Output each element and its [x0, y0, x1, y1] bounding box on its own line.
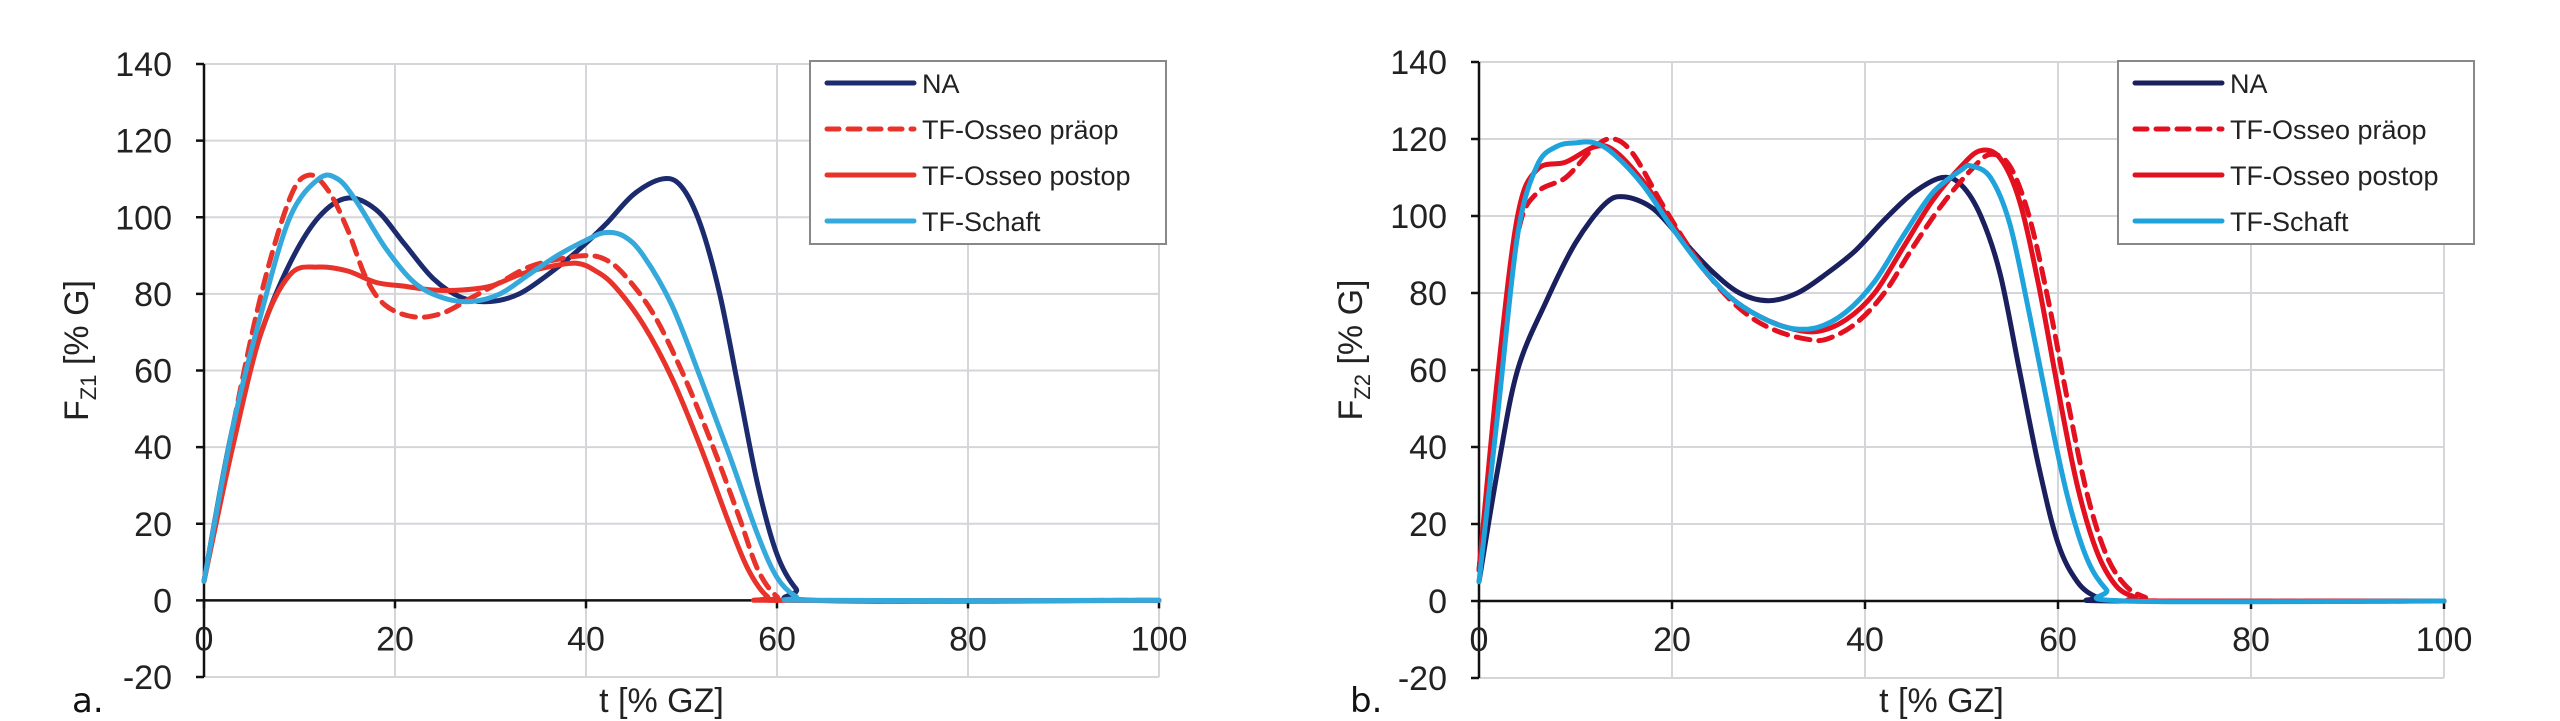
legend-box	[809, 60, 1167, 245]
x-tick-label: 20	[376, 620, 414, 658]
x-axis-label: t [% GZ]	[599, 682, 724, 720]
legend-label: TF-Osseo präop	[922, 115, 1119, 145]
y-tick-label: 60	[134, 353, 172, 391]
x-tick-label: 60	[2039, 621, 2077, 659]
legend-label: NA	[922, 69, 960, 99]
y-tick-label: 100	[1390, 198, 1447, 236]
x-tick-label: 100	[1131, 620, 1188, 658]
y-tick-label: 40	[1409, 429, 1447, 467]
y-tick-label: 120	[115, 123, 172, 161]
y-tick-label: -20	[123, 659, 172, 697]
y-tick-label: 100	[115, 199, 172, 237]
legend: NA TF-Osseo präop TF-Osseo postop TF-Schaft	[809, 60, 1167, 245]
y-label-subscript: Z1	[76, 375, 101, 401]
panel-label: a.	[72, 681, 104, 721]
y-tick-label: 0	[1428, 583, 1447, 621]
x-tick-label: 0	[1470, 621, 1489, 659]
series-line-tf-schaft	[201, 172, 1162, 604]
y-tick-label: 120	[1390, 121, 1447, 159]
y-label-unit: [% G]	[1332, 280, 1370, 374]
y-label-subscript: Z2	[1350, 374, 1375, 400]
y-label-main: F	[1332, 400, 1370, 421]
series-line-na	[201, 176, 1162, 604]
legend-label: TF-Osseo postop	[2230, 161, 2439, 191]
y-axis-label: FZ1 [% G]	[58, 280, 101, 421]
legend-label: NA	[2230, 69, 2268, 99]
legend-label: TF-Schaft	[922, 207, 1041, 237]
series-line-tf-osseo-postop	[201, 260, 1162, 604]
y-tick-label: -20	[1398, 660, 1447, 698]
x-tick-label: 80	[949, 620, 987, 658]
y-axis-label: FZ2 [% G]	[1332, 280, 1375, 421]
y-label-unit: [% G]	[58, 280, 96, 374]
series-line-tf-schaft	[1476, 139, 2447, 605]
y-tick-label: 140	[115, 46, 172, 84]
y-tick-label: 80	[1409, 275, 1447, 313]
legend-label: TF-Osseo postop	[922, 161, 1131, 191]
y-tick-label: 60	[1409, 352, 1447, 390]
panel-label: b.	[1350, 681, 1382, 721]
series-line-tf-osseo-pr-op	[1476, 136, 2447, 604]
y-tick-label: 20	[1409, 506, 1447, 544]
series-line-tf-osseo-pr-op	[201, 172, 1162, 604]
x-tick-label: 80	[2232, 621, 2270, 659]
x-tick-label: 40	[567, 620, 605, 658]
legend-label: TF-Osseo präop	[2230, 115, 2427, 145]
y-tick-label: 80	[134, 276, 172, 314]
y-tick-label: 20	[134, 506, 172, 544]
y-tick-label: 40	[134, 429, 172, 467]
legend-box	[2117, 60, 2475, 245]
x-tick-label: 0	[195, 620, 214, 658]
legend: NA TF-Osseo präop TF-Osseo postop TF-Schaft	[2117, 60, 2475, 245]
x-tick-label: 60	[758, 620, 796, 658]
y-label-main: F	[58, 400, 96, 421]
series-line-tf-osseo-postop	[1476, 143, 2447, 604]
legend-label: TF-Schaft	[2230, 207, 2349, 237]
y-tick-label: 140	[1390, 44, 1447, 82]
chart-panel-a: -20 0 20 40 60 80 100 120 140 0 20 40 60 80 100 t [% GZ…	[58, 46, 1187, 721]
y-tick-label: 0	[153, 582, 172, 620]
x-tick-label: 40	[1846, 621, 1884, 659]
x-tick-label: 100	[2416, 621, 2473, 659]
chart-panel-b: -20 0 20 40 60 80 100 120 140 0 20 40 60 80 100 t [% GZ…	[1332, 44, 2475, 721]
x-axis-label: t [% GZ]	[1879, 682, 2004, 720]
x-tick-label: 20	[1653, 621, 1691, 659]
series-line-na	[1476, 174, 2447, 604]
